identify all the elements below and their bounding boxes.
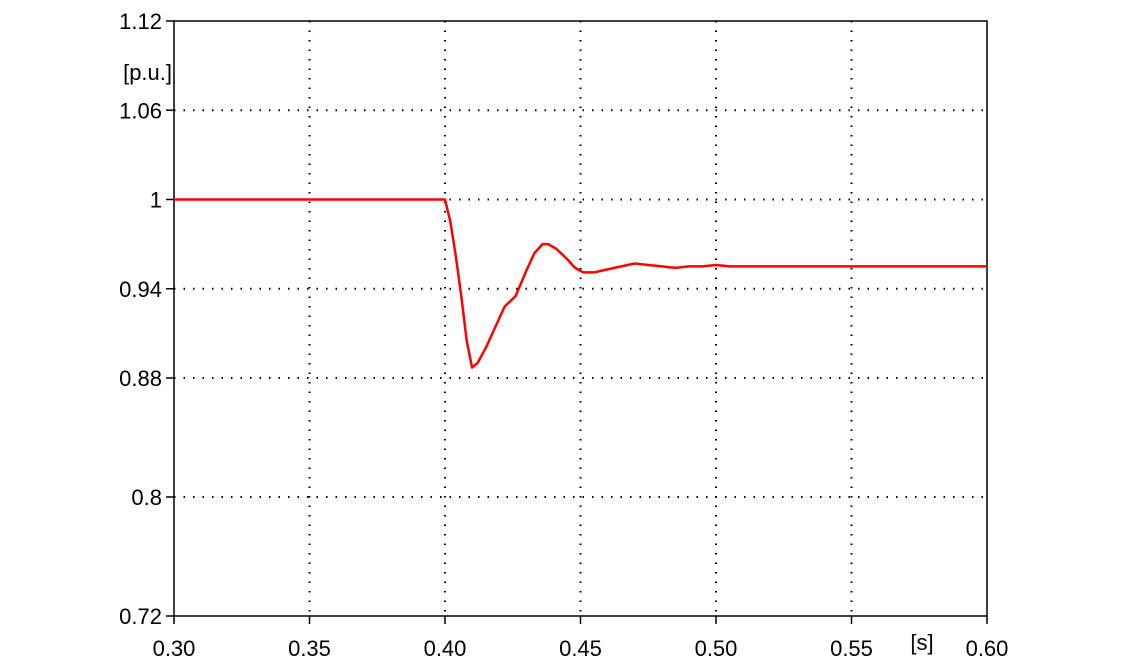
x-tick-label: 0.50 <box>695 636 738 661</box>
x-tick-label: 0.35 <box>288 636 331 661</box>
x-tick-label: 0.60 <box>966 636 1009 661</box>
x-tick-label: 0.40 <box>424 636 467 661</box>
y-axis-unit-label: [p.u.] <box>123 60 172 85</box>
y-tick-label: 0.72 <box>119 604 162 629</box>
y-tick-label: 1.06 <box>119 98 162 123</box>
y-tick-label: 1.12 <box>119 9 162 34</box>
y-tick-label: 0.94 <box>119 277 162 302</box>
series-line <box>174 198 987 369</box>
y-tick-labels: 0.72 0.8 0.88 0.94 1 1.06 1.12 <box>119 9 162 629</box>
y-tick-label: 1 <box>150 188 162 213</box>
series-layer <box>174 198 987 369</box>
axis-ticks <box>166 20 988 624</box>
grid <box>174 21 987 616</box>
x-tick-label: 0.55 <box>830 636 873 661</box>
plot-frame <box>173 20 988 617</box>
x-tick-labels: 0.30 0.35 0.40 0.45 0.50 0.55 0.60 <box>153 636 1009 661</box>
x-tick-label: 0.30 <box>153 636 196 661</box>
x-axis-unit-label: [s] <box>910 630 933 655</box>
y-tick-label: 0.88 <box>119 366 162 391</box>
y-tick-label: 0.8 <box>131 485 162 510</box>
x-tick-label: 0.45 <box>559 636 602 661</box>
